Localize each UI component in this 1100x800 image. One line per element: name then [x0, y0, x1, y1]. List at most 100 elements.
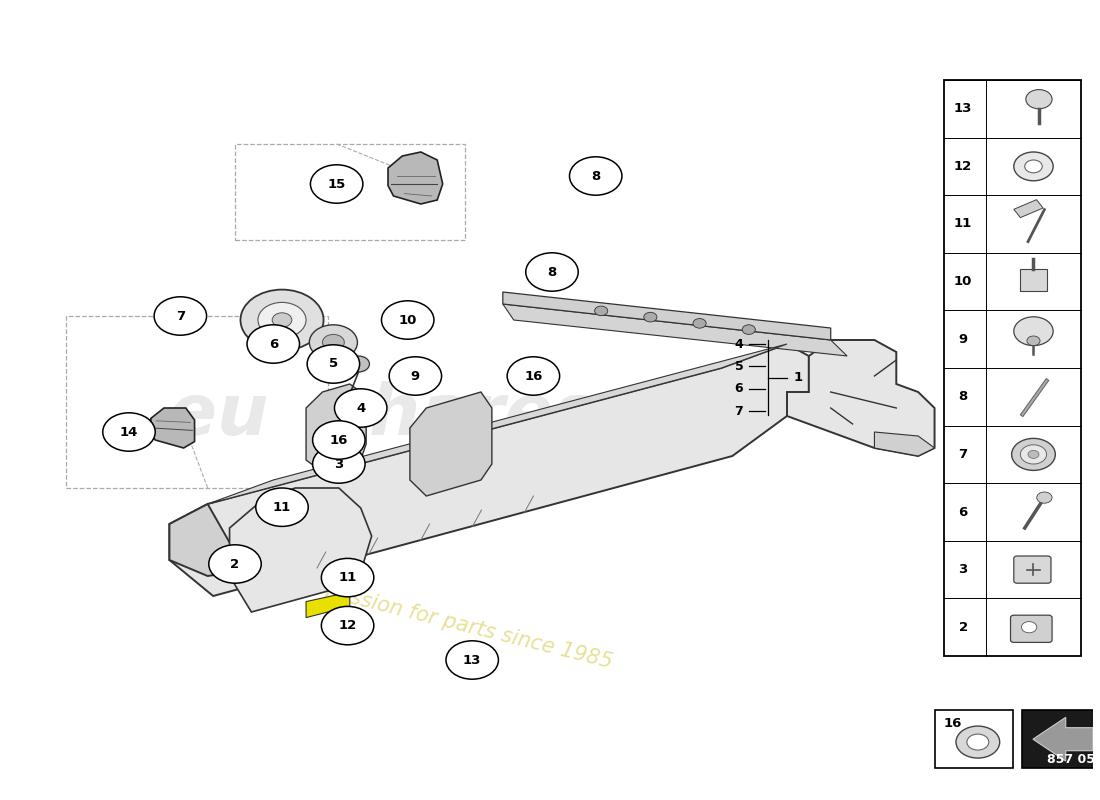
Text: 11: 11	[339, 571, 356, 584]
Circle shape	[507, 357, 560, 395]
Text: 8: 8	[591, 170, 601, 182]
Bar	[945, 80, 1081, 656]
Circle shape	[209, 545, 261, 583]
Circle shape	[321, 606, 374, 645]
Circle shape	[1012, 438, 1055, 470]
Text: 11: 11	[954, 218, 972, 230]
Bar	[66, 316, 328, 488]
Polygon shape	[169, 504, 235, 576]
Text: 12: 12	[339, 619, 356, 632]
Circle shape	[1026, 90, 1052, 109]
Text: 6: 6	[735, 382, 744, 395]
Circle shape	[309, 325, 358, 360]
Text: 16: 16	[944, 717, 961, 730]
Text: 9: 9	[958, 333, 968, 346]
Circle shape	[1037, 492, 1052, 503]
Text: 7: 7	[176, 310, 185, 322]
Polygon shape	[151, 408, 195, 448]
Circle shape	[1014, 317, 1053, 346]
Text: 1: 1	[793, 371, 803, 384]
Bar	[1014, 200, 1043, 218]
Circle shape	[526, 253, 579, 291]
Text: 7: 7	[958, 448, 968, 461]
Circle shape	[241, 290, 323, 350]
FancyBboxPatch shape	[1014, 556, 1050, 583]
Text: 6: 6	[958, 506, 968, 518]
Text: 3: 3	[334, 458, 343, 470]
Circle shape	[570, 157, 622, 195]
Circle shape	[1028, 450, 1038, 458]
Text: 7: 7	[735, 405, 744, 418]
Polygon shape	[169, 344, 808, 596]
Circle shape	[102, 413, 155, 451]
Circle shape	[967, 734, 989, 750]
Text: 8: 8	[958, 390, 968, 403]
Text: 2: 2	[958, 621, 968, 634]
Circle shape	[446, 641, 498, 679]
Text: 857 05: 857 05	[1047, 754, 1096, 766]
Circle shape	[321, 558, 374, 597]
Circle shape	[272, 313, 292, 327]
Bar	[935, 710, 1013, 768]
Polygon shape	[230, 488, 372, 612]
Circle shape	[322, 334, 344, 350]
Circle shape	[1022, 622, 1037, 633]
Circle shape	[956, 726, 1000, 758]
Polygon shape	[410, 392, 492, 496]
Text: 10: 10	[954, 275, 972, 288]
Circle shape	[693, 318, 706, 328]
Polygon shape	[874, 432, 935, 456]
Circle shape	[248, 325, 299, 363]
Text: 5: 5	[329, 358, 338, 370]
Circle shape	[1021, 445, 1046, 464]
Text: eu    hares: eu hares	[168, 382, 597, 450]
Circle shape	[312, 445, 365, 483]
Text: 5: 5	[735, 360, 744, 373]
Text: 4: 4	[735, 338, 744, 350]
Polygon shape	[208, 344, 786, 504]
Text: 6: 6	[268, 338, 278, 350]
Circle shape	[154, 297, 207, 335]
Circle shape	[334, 389, 387, 427]
Circle shape	[307, 345, 360, 383]
Circle shape	[348, 356, 370, 372]
Circle shape	[256, 488, 308, 526]
Bar	[1021, 269, 1046, 291]
Polygon shape	[388, 152, 442, 204]
Text: 16: 16	[330, 434, 348, 446]
Text: 13: 13	[954, 102, 972, 115]
Circle shape	[644, 312, 657, 322]
Text: 15: 15	[328, 178, 345, 190]
Polygon shape	[503, 292, 830, 340]
Bar	[235, 144, 464, 240]
Bar	[1022, 710, 1100, 768]
Text: 8: 8	[548, 266, 557, 278]
Circle shape	[1014, 152, 1053, 181]
Polygon shape	[306, 384, 366, 472]
Text: 13: 13	[463, 654, 482, 666]
Circle shape	[310, 165, 363, 203]
FancyBboxPatch shape	[1011, 615, 1052, 642]
Polygon shape	[306, 592, 350, 618]
Text: 10: 10	[398, 314, 417, 326]
Circle shape	[742, 325, 756, 334]
Circle shape	[1025, 160, 1042, 173]
Text: 9: 9	[410, 370, 420, 382]
Circle shape	[382, 301, 433, 339]
Text: 11: 11	[273, 501, 292, 514]
Circle shape	[389, 357, 441, 395]
Circle shape	[595, 306, 607, 316]
Text: 16: 16	[525, 370, 542, 382]
Circle shape	[312, 421, 365, 459]
Text: a passion for parts since 1985: a passion for parts since 1985	[304, 576, 614, 672]
Circle shape	[258, 302, 306, 338]
Polygon shape	[786, 340, 935, 456]
Polygon shape	[1033, 718, 1093, 761]
Text: 3: 3	[958, 563, 968, 576]
Text: 12: 12	[954, 160, 972, 173]
Text: 2: 2	[230, 558, 240, 570]
Polygon shape	[503, 304, 847, 356]
Circle shape	[1027, 336, 1040, 346]
Text: 4: 4	[356, 402, 365, 414]
Text: 14: 14	[120, 426, 139, 438]
